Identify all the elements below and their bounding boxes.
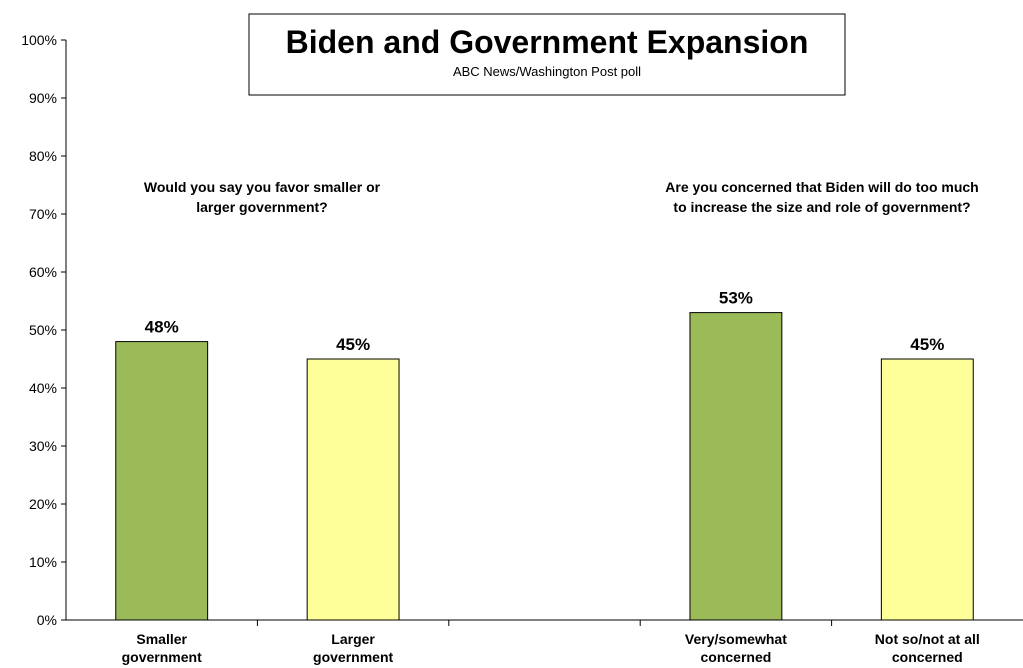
bar-value-label: 45% (336, 335, 370, 354)
bars (115, 312, 974, 621)
y-axis-ticks: 0% 10% 20% 30% 40% 50% 60% 70% 80% 90% 100% (21, 32, 66, 628)
bar-value-label: 53% (719, 289, 753, 308)
x-axis-ticks (256, 620, 833, 626)
y-tick-label: 10% (29, 554, 57, 570)
y-tick-label: 80% (29, 148, 57, 164)
chart-title: Biden and Government Expansion (286, 24, 809, 60)
bar (306, 358, 400, 621)
y-tick-label: 40% (29, 380, 57, 396)
category-label-line-2: concerned (892, 649, 963, 665)
category-label-line-2: concerned (700, 649, 771, 665)
value-labels: 48% 45% 53% 45% (145, 289, 945, 354)
y-tick-label: 30% (29, 438, 57, 454)
category-labels: Smaller government Larger government Very/so… (122, 631, 980, 665)
category-label-line-1: Not so/not at all (875, 631, 980, 647)
y-tick-label: 50% (29, 322, 57, 338)
category-label-line-1: Smaller (136, 631, 187, 647)
question-2-line-2: to increase the size and role of governm… (673, 199, 970, 215)
bar-value-label: 45% (910, 335, 944, 354)
y-tick-label: 70% (29, 206, 57, 222)
y-tick-label: 20% (29, 496, 57, 512)
category-label-line-1: Larger (331, 631, 375, 647)
bar (689, 312, 783, 621)
question-1-line-1: Would you say you favor smaller or (144, 179, 381, 195)
y-tick-label: 90% (29, 90, 57, 106)
question-2-line-1: Are you concerned that Biden will do too… (665, 179, 978, 195)
category-label-line-1: Very/somewhat (685, 631, 787, 647)
y-tick-label: 0% (37, 612, 57, 628)
chart-subtitle: ABC News/Washington Post poll (453, 64, 641, 79)
category-label-line-2: government (122, 649, 202, 665)
bar-value-label: 48% (145, 318, 179, 337)
y-tick-label: 60% (29, 264, 57, 280)
bar (880, 358, 974, 621)
question-1-line-2: larger government? (196, 199, 327, 215)
category-label-line-2: government (313, 649, 393, 665)
y-tick-label: 100% (21, 32, 57, 48)
title-box (248, 13, 846, 96)
bar (115, 341, 209, 621)
